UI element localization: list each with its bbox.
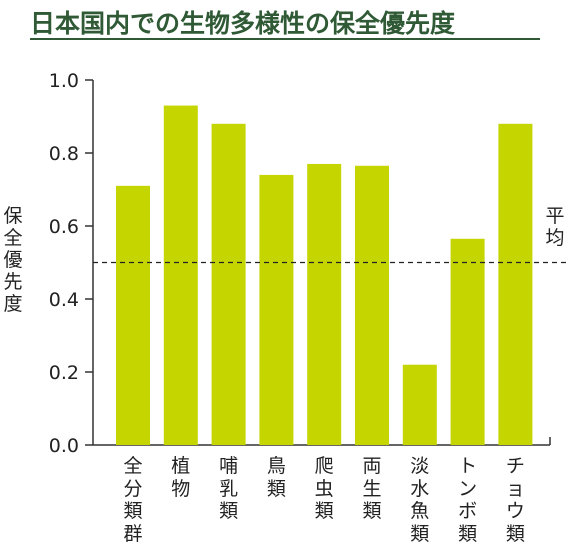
bar [163,105,198,446]
y-tick-label: 1.0 [49,70,79,92]
chart-bars [116,105,533,446]
category-label: 爬虫類 [314,455,334,522]
y-tick-label: 0.4 [49,289,79,311]
bar [116,185,150,445]
y-tick-label: 0.6 [49,216,79,238]
title-underline [30,38,540,40]
category-label: チョウ類 [505,455,525,545]
bar [211,123,246,446]
y-tick-label: 0.2 [49,362,79,384]
bar [450,238,485,445]
category-label: トンボ類 [458,455,478,545]
category-label: 両生類 [362,455,382,522]
bar [355,165,389,445]
y-tick-label: 0.8 [49,143,79,165]
category-label: 淡水魚類 [410,455,430,545]
category-label: 全分類群 [123,455,143,545]
bar [402,364,437,445]
category-label: 鳥類 [266,455,286,500]
page-title: 日本国内での生物多様性の保全優先度 [30,9,456,38]
bar [307,163,342,445]
y-tick-label: 0.0 [49,435,79,457]
category-label: 哺乳類 [219,455,239,522]
category-label: 植物 [171,455,191,500]
bar [259,174,294,445]
y-axis-label: 保全優先度 [3,205,23,315]
bar [498,123,533,446]
average-label: 平均 [545,205,565,249]
